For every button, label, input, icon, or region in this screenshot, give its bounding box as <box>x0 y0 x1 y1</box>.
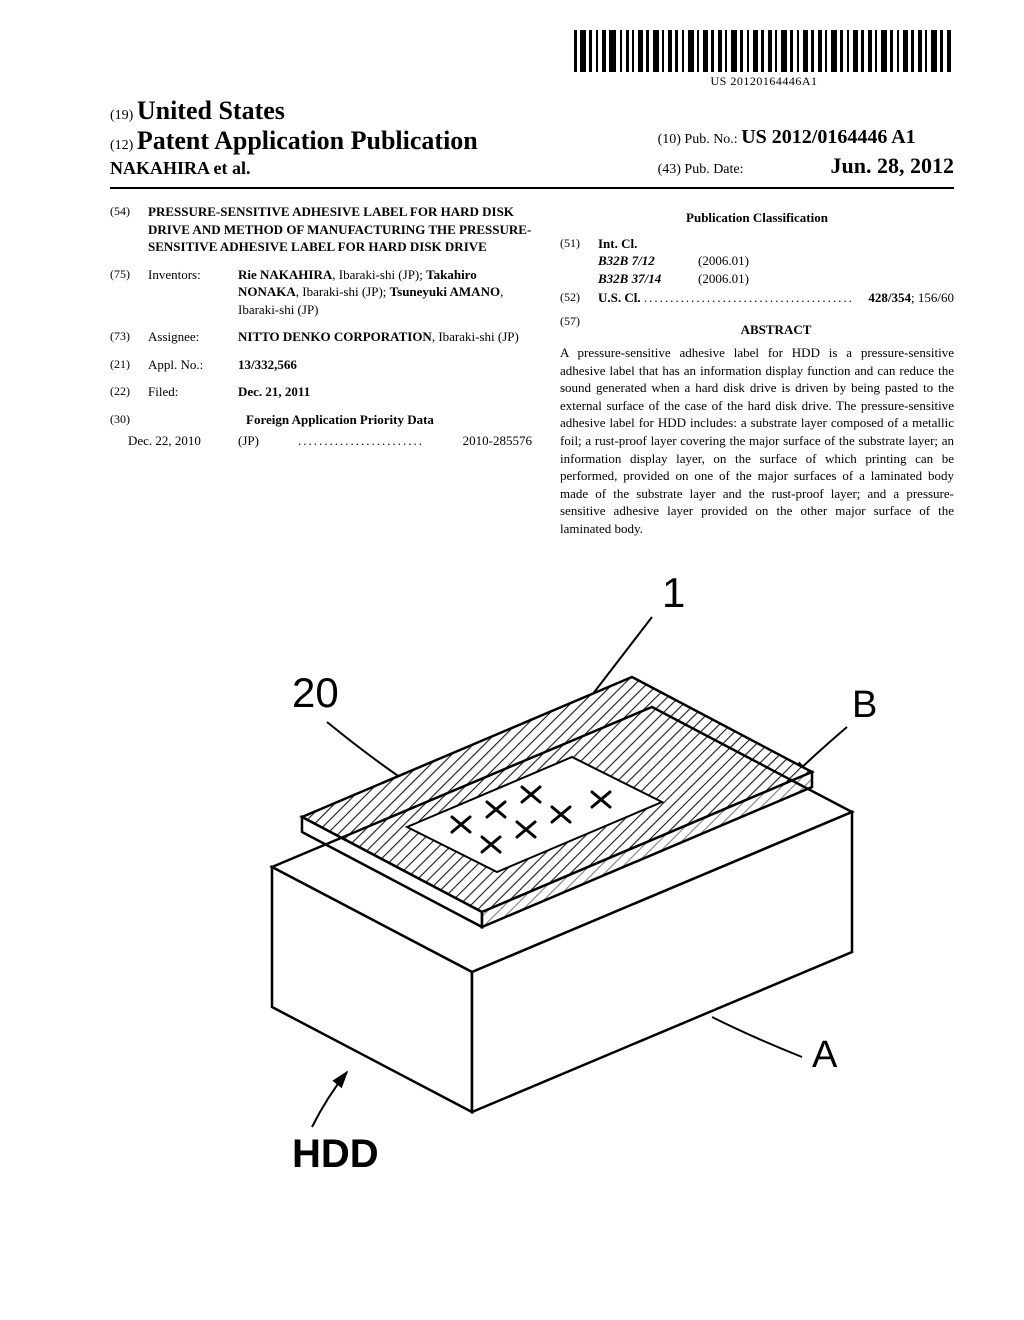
country-name: United States <box>137 96 285 125</box>
intcl-block: (51) Int. Cl. B32B 7/12 (2006.01) B32B 3… <box>560 235 954 288</box>
figure-svg: 1 20 B <box>152 567 912 1207</box>
uscl-dots: ........................................ <box>644 289 865 307</box>
applno-label: Appl. No.: <box>148 356 238 374</box>
biblio-columns: (54) PRESSURE-SENSITIVE ADHESIVE LABEL F… <box>110 203 954 537</box>
assignee-label: Assignee: <box>148 328 238 346</box>
pubno-label: Pub. No.: <box>684 132 737 147</box>
intcl-edition: (2006.01) <box>698 270 858 288</box>
field-30-num: (30) <box>110 411 148 429</box>
filed-value: Dec. 21, 2011 <box>238 383 532 401</box>
fig-label-b: B <box>852 684 877 726</box>
priority-row: Dec. 22, 2010 (JP) .....................… <box>110 432 532 450</box>
filed-label: Filed: <box>148 383 238 401</box>
fig-label-hdd: HDD <box>292 1132 379 1176</box>
assignee-block: (73) Assignee: NITTO DENKO CORPORATION, … <box>110 328 532 346</box>
uscl-value: 428/354; 156/60 <box>868 289 954 307</box>
figure: 1 20 B <box>110 567 954 1212</box>
header-right: (10) Pub. No.: US 2012/0164446 A1 (43) P… <box>658 126 954 179</box>
filed-block: (22) Filed: Dec. 21, 2011 <box>110 383 532 401</box>
field-21-num: (21) <box>110 356 148 374</box>
uscl-block: (52) U.S. Cl. ..........................… <box>560 289 954 307</box>
priority-country: (JP) <box>238 432 298 450</box>
field-12-num: (12) <box>110 138 133 153</box>
abstract-heading: ABSTRACT <box>598 321 954 339</box>
pubdate-label: Pub. Date: <box>684 162 743 177</box>
publication-kind: Patent Application Publication <box>137 126 478 155</box>
header: (19) United States (12) Patent Applicati… <box>110 96 954 179</box>
priority-dots: ................................ <box>298 432 422 450</box>
pubno-value: US 2012/0164446 A1 <box>741 126 915 148</box>
intcl-row: B32B 37/14 (2006.01) <box>598 270 954 288</box>
barcode-text: US 20120164446A1 <box>574 74 954 89</box>
pubdate-value: Jun. 28, 2012 <box>831 153 954 178</box>
field-19-num: (19) <box>110 108 133 123</box>
authors-line: NAKAHIRA et al. <box>110 158 478 179</box>
title-block: (54) PRESSURE-SENSITIVE ADHESIVE LABEL F… <box>110 203 532 256</box>
priority-head-row: (30) Foreign Application Priority Data <box>110 411 532 429</box>
intcl-code: B32B 7/12 <box>598 252 698 270</box>
intcl-edition: (2006.01) <box>698 252 858 270</box>
barcode-block: US 20120164446A1 <box>110 30 954 90</box>
intcl-label: Int. Cl. <box>598 235 954 253</box>
patent-front-page: US 20120164446A1 (19) United States (12)… <box>0 0 1024 1320</box>
inventors-label: Inventors: <box>148 266 238 319</box>
field-22-num: (22) <box>110 383 148 401</box>
priority-date: Dec. 22, 2010 <box>128 432 238 450</box>
field-10-num: (10) <box>658 132 681 147</box>
field-54-num: (54) <box>110 203 148 256</box>
assignee-value: NITTO DENKO CORPORATION, Ibaraki-shi (JP… <box>238 328 532 346</box>
intcl-row: B32B 7/12 (2006.01) <box>598 252 954 270</box>
intcl-code: B32B 37/14 <box>598 270 698 288</box>
field-57-num: (57) <box>560 313 598 345</box>
applno-value: 13/332,566 <box>238 356 532 374</box>
inventors-block: (75) Inventors: Rie NAKAHIRA, Ibaraki-sh… <box>110 266 532 319</box>
priority-number: 2010-285576 <box>422 432 532 450</box>
uscl-label: U.S. Cl. <box>598 289 641 307</box>
barcode: US 20120164446A1 <box>574 30 954 89</box>
inventors-value: Rie NAKAHIRA, Ibaraki-shi (JP); Takahiro… <box>238 266 532 319</box>
field-51-num: (51) <box>560 235 598 288</box>
abstract-head-row: (57) ABSTRACT <box>560 313 954 345</box>
priority-heading: Foreign Application Priority Data <box>148 411 532 429</box>
field-75-num: (75) <box>110 266 148 319</box>
header-left: (19) United States (12) Patent Applicati… <box>110 96 478 179</box>
fig-label-1: 1 <box>662 569 685 616</box>
field-73-num: (73) <box>110 328 148 346</box>
field-43-num: (43) <box>658 162 681 177</box>
fig-label-a: A <box>812 1034 838 1076</box>
right-column: Publication Classification (51) Int. Cl.… <box>560 203 954 537</box>
invention-title: PRESSURE-SENSITIVE ADHESIVE LABEL FOR HA… <box>148 203 532 256</box>
abstract-text: A pressure-sensitive adhesive label for … <box>560 344 954 537</box>
applno-block: (21) Appl. No.: 13/332,566 <box>110 356 532 374</box>
intcl-table: B32B 7/12 (2006.01) B32B 37/14 (2006.01) <box>598 252 954 287</box>
fig-label-20: 20 <box>292 669 339 716</box>
left-column: (54) PRESSURE-SENSITIVE ADHESIVE LABEL F… <box>110 203 532 537</box>
field-52-num: (52) <box>560 289 598 307</box>
horizontal-rule <box>110 187 954 189</box>
pubclass-heading: Publication Classification <box>560 209 954 227</box>
